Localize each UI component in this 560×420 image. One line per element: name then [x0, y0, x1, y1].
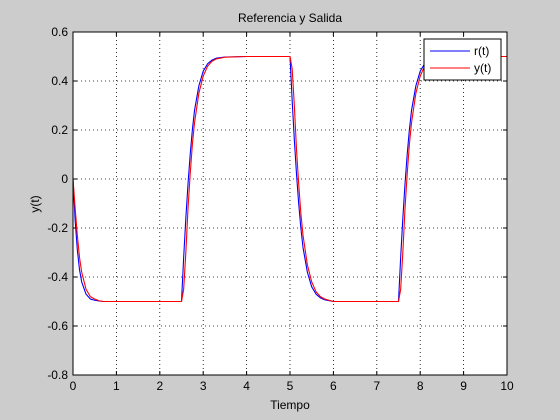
series-layer [73, 55, 507, 303]
x-tick-label: 2 [156, 379, 163, 393]
chart-title: Referencia y Salida [238, 11, 342, 25]
y-tick-label: 0 [61, 172, 68, 186]
y-tick-label: 0.2 [51, 123, 68, 137]
x-tick-label: 1 [113, 379, 120, 393]
x-tick-label: 8 [417, 379, 424, 393]
legend-label-r: r(t) [474, 44, 489, 58]
grid [73, 32, 507, 375]
y-tick-labels: -0.8 -0.6 -0.4 -0.2 0 0.2 0.4 0.6 [47, 25, 68, 382]
x-tick-label: 6 [330, 379, 337, 393]
y-axis-label: y(t) [28, 195, 42, 212]
y-tick-label: -0.2 [47, 221, 68, 235]
x-tick-label: 3 [200, 379, 207, 393]
x-tick-label: 7 [373, 379, 380, 393]
x-tick-label: 9 [460, 379, 467, 393]
x-tick-label: 4 [243, 379, 250, 393]
plot-area[interactable] [73, 32, 507, 375]
legend-label-y: y(t) [474, 61, 491, 75]
x-tick-labels: 0 1 2 3 4 5 6 7 8 9 10 [70, 379, 514, 393]
x-tick-label: 0 [70, 379, 77, 393]
y-tick-label: -0.8 [47, 368, 68, 382]
legend-box [423, 38, 502, 81]
y-tick-label: -0.4 [47, 270, 68, 284]
x-axis-label: Tiempo [270, 398, 310, 412]
legend[interactable]: r(t) y(t) [423, 38, 502, 81]
plot-frame [72, 31, 508, 376]
series-line-y [73, 55, 507, 303]
x-tick-label: 5 [287, 379, 294, 393]
x-tick-label: 10 [500, 379, 514, 393]
y-tick-label: 0.6 [51, 25, 68, 39]
y-tick-label: -0.6 [47, 319, 68, 333]
y-tick-label: 0.4 [51, 74, 68, 88]
